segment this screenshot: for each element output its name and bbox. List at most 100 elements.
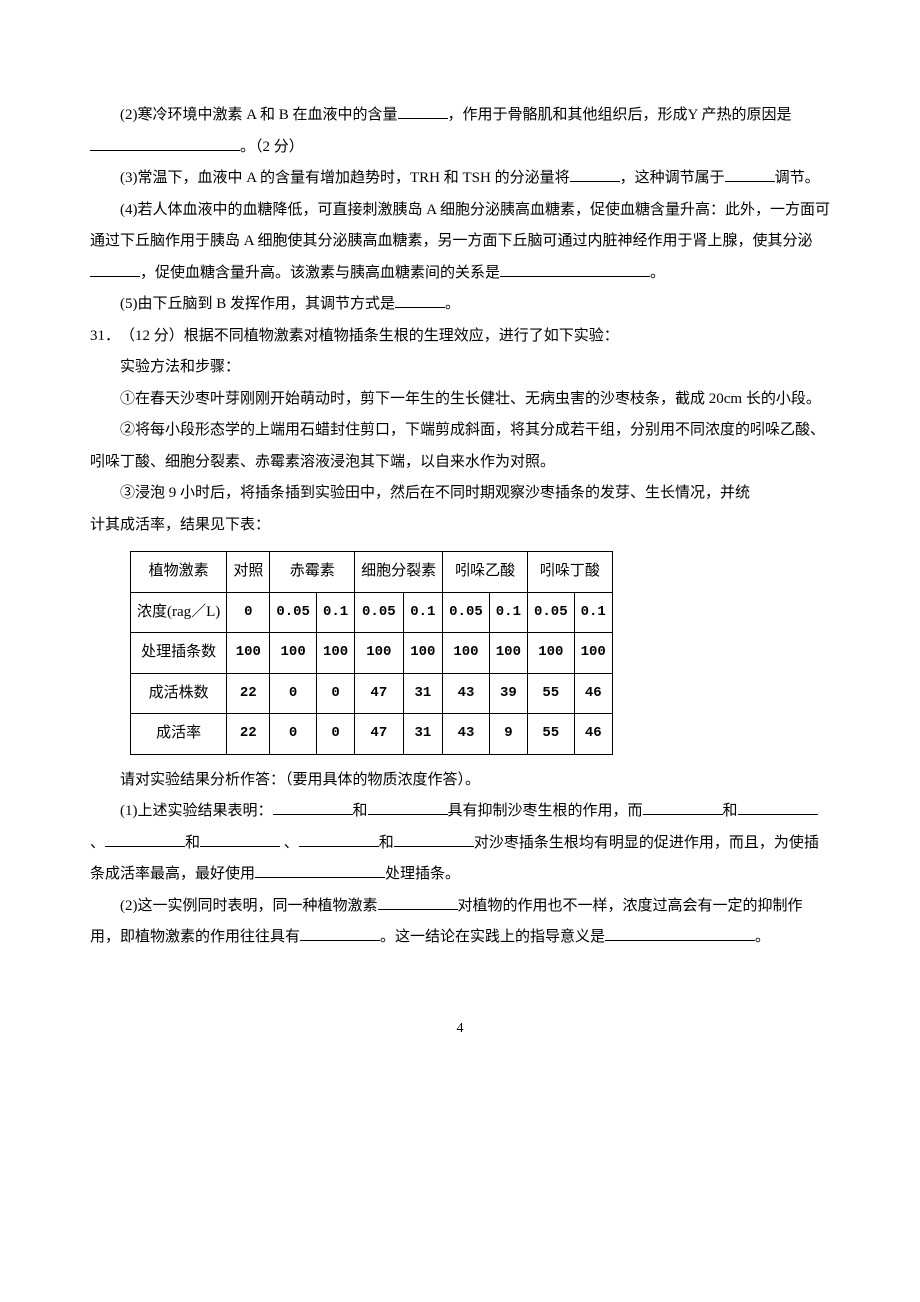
blank (643, 799, 723, 815)
table-cell: 46 (574, 714, 612, 755)
table-cell: 0.1 (489, 592, 527, 633)
table-cell: 9 (489, 714, 527, 755)
q3-text-1: (3)常温下，血液中 A 的含量有增加趋势时，TRH 和 TSH 的分泌量将 (120, 170, 570, 186)
question-5: (5)由下丘脑到 B 发挥作用，其调节方式是。 (90, 289, 830, 321)
table-cell: 浓度(rag／L) (131, 592, 227, 633)
page-number: 4 (90, 1014, 830, 1043)
text: 和 (185, 835, 200, 851)
blank (299, 831, 379, 847)
question-3: (3)常温下，血液中 A 的含量有增加趋势时，TRH 和 TSH 的分泌量将 ，这… (90, 163, 830, 195)
results-table: 植物激素 对照 赤霉素 细胞分裂素 吲哚乙酸 吲哚丁酸 浓度(rag／L) 0 … (130, 551, 613, 755)
text: 和 (379, 835, 394, 851)
table-cell: 47 (355, 673, 403, 714)
q31-method-label: 实验方法和步骤： (90, 352, 830, 384)
table-cell: 31 (403, 714, 443, 755)
table-cell: 100 (528, 633, 575, 674)
table-cell: 100 (403, 633, 443, 674)
table-cell: 100 (270, 633, 317, 674)
table-cell: 39 (489, 673, 527, 714)
blank (394, 831, 474, 847)
table-row-survived: 成活株数 22 0 0 47 31 43 39 55 46 (131, 673, 613, 714)
table-cell: 0.05 (355, 592, 403, 633)
q3-text-2: ，这种调节属于 (620, 170, 725, 186)
blank (90, 135, 240, 151)
table-header-row-1: 植物激素 对照 赤霉素 细胞分裂素 吲哚乙酸 吲哚丁酸 (131, 552, 613, 593)
q4-text-1: (4)若人体血液中的血糖降低，可直接刺激胰岛 A 细胞分泌胰高血糖素，促使血糖含… (90, 202, 830, 250)
table-cell: 0.05 (443, 592, 490, 633)
q31-result-2: (2)这一实例同时表明，同一种植物激素对植物的作用也不一样，浓度过高会有一定的抑… (90, 891, 830, 954)
q31-step-3: ③浸泡 9 小时后，将插条插到实验田中，然后在不同时期观察沙枣插条的发芽、生长情… (90, 478, 830, 510)
table-cell: 100 (227, 633, 270, 674)
table-cell: 0 (227, 592, 270, 633)
table-cell: 0.05 (270, 592, 317, 633)
table-cell: 100 (443, 633, 490, 674)
table-cell: 100 (489, 633, 527, 674)
q5-text-2: 。 (445, 296, 460, 312)
blank (725, 166, 775, 182)
blank (738, 799, 818, 815)
table-cell: 0.05 (528, 592, 575, 633)
blank (273, 799, 353, 815)
table-cell: 55 (528, 673, 575, 714)
table-cell: 植物激素 (131, 552, 227, 593)
text: 和 (723, 803, 738, 819)
q2-text-3: 。（2 分） (240, 139, 304, 155)
table-cell: 赤霉素 (270, 552, 355, 593)
q4-text-2: ，促使血糖含量升高。该激素与胰高血糖素间的关系是 (140, 265, 500, 281)
blank (200, 831, 280, 847)
table-cell: 100 (316, 633, 354, 674)
question-2: (2)寒冷环境中激素 A 和 B 在血液中的含量 ，作用于骨骼肌和其他组织后，形成… (90, 100, 830, 163)
table-cell: 成活率 (131, 714, 227, 755)
blank (500, 261, 650, 277)
text: 、 (90, 835, 105, 851)
q31-step-3b: 计其成活率，结果见下表： (90, 510, 830, 542)
table-cell: 0 (270, 673, 317, 714)
table-cell: 0.1 (403, 592, 443, 633)
text: 、 (280, 835, 299, 851)
table-cell: 细胞分裂素 (355, 552, 443, 593)
blank (378, 894, 458, 910)
q31-number: 31． (90, 321, 120, 353)
table-cell: 0 (270, 714, 317, 755)
q2-text-1: (2)寒冷环境中激素 A 和 B 在血液中的含量 (120, 107, 398, 123)
q31-step-1: ①在春天沙枣叶芽刚刚开始萌动时，剪下一年生的生长健壮、无病虫害的沙枣枝条，截成 … (90, 384, 830, 416)
blank (105, 831, 185, 847)
blank (300, 925, 380, 941)
text: (1)上述实验结果表明： (120, 803, 273, 819)
table-cell: 成活株数 (131, 673, 227, 714)
table-cell: 22 (227, 673, 270, 714)
text: 和 (353, 803, 368, 819)
table-row-rate: 成活率 22 0 0 47 31 43 9 55 46 (131, 714, 613, 755)
q3-text-3: 调节。 (775, 170, 820, 186)
table-cell: 55 (528, 714, 575, 755)
table-cell: 0.1 (574, 592, 612, 633)
table-cell: 吲哚乙酸 (443, 552, 528, 593)
table-cell: 吲哚丁酸 (528, 552, 613, 593)
table-cell: 0.1 (316, 592, 354, 633)
blank (605, 925, 755, 941)
blank (395, 292, 445, 308)
q2-text-2: ，作用于骨骼肌和其他组织后，形成Y 产热的原因是 (448, 107, 792, 123)
q4-text-3: 。 (650, 265, 665, 281)
table-cell: 100 (355, 633, 403, 674)
text: (2)这一实例同时表明，同一种植物激素 (120, 898, 378, 914)
table-cell: 100 (574, 633, 612, 674)
blank (570, 166, 620, 182)
table-cell: 46 (574, 673, 612, 714)
table-cell: 43 (443, 673, 490, 714)
question-4: (4)若人体血液中的血糖降低，可直接刺激胰岛 A 细胞分泌胰高血糖素，促使血糖含… (90, 195, 830, 290)
table-cell: 47 (355, 714, 403, 755)
blank (255, 862, 385, 878)
table-cell: 0 (316, 714, 354, 755)
table-row-cuttings: 处理插条数 100 100 100 100 100 100 100 100 10… (131, 633, 613, 674)
table-cell: 0 (316, 673, 354, 714)
question-31-row: 31． （12 分）根据不同植物激素对植物插条生根的生理效应，进行了如下实验： (90, 321, 830, 353)
q31-analyze: 请对实验结果分析作答：（要用具体的物质浓度作答）。 (90, 765, 830, 797)
q31-result-1: (1)上述实验结果表明：和具有抑制沙枣生根的作用，而和、和 、和对沙枣插条生根均… (90, 796, 830, 891)
q31-step-2: ②将每小段形态学的上端用石蜡封住剪口，下端剪成斜面，将其分成若干组，分别用不同浓… (90, 415, 830, 478)
text: 。这一结论在实践上的指导意义是 (380, 929, 605, 945)
text: 处理插条。 (385, 866, 460, 882)
blank (398, 103, 448, 119)
table-row-concentration: 浓度(rag／L) 0 0.05 0.1 0.05 0.1 0.05 0.1 0… (131, 592, 613, 633)
table-cell: 43 (443, 714, 490, 755)
